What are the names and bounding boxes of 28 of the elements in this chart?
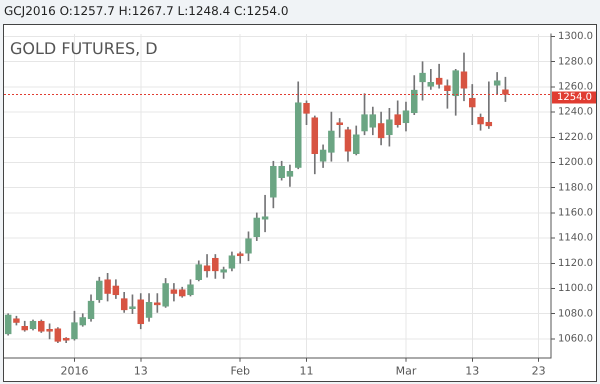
y-tick-label: 1140.0 [558, 232, 594, 244]
candlestick [262, 194, 268, 232]
y-tick-label: 1300.0 [558, 31, 594, 42]
x-tick-label: 11 [300, 364, 314, 378]
ref-line-label: 1254.0 [557, 92, 592, 104]
x-tick-label: 13 [465, 364, 480, 378]
x-tick-label: 13 [134, 364, 148, 378]
y-tick-label: 1260.0 [558, 82, 594, 93]
chart-subtitle: GCJ2016 O:1257.7 H:1267.7 L:1248.4 C:1254.0 [3, 3, 290, 20]
candlestick [419, 61, 426, 100]
y-tick-label: 1220.0 [558, 132, 594, 143]
y-tick-label: 1200.0 [558, 157, 594, 168]
x-tick-label: Mar [396, 364, 417, 378]
y-tick-label: 1060.0 [558, 333, 594, 344]
x-tick-label: Feb [230, 364, 250, 378]
candlestick [286, 164, 294, 187]
y-tick-label: 1180.0 [558, 182, 594, 194]
x-tick-label: 2016 [60, 364, 88, 378]
candlestick [204, 254, 210, 278]
candlestick [502, 76, 509, 102]
y-tick-label: 1080.0 [558, 308, 594, 320]
y-tick-label: 1240.0 [558, 106, 594, 118]
y-tick-label: 1280.0 [558, 56, 594, 68]
y-tick-label: 1120.0 [558, 258, 594, 269]
chart-title: GOLD FUTURES, D [10, 39, 158, 58]
y-tick-label: 1100.0 [558, 283, 594, 294]
x-tick-label: 23 [532, 364, 546, 378]
y-tick-label: 1160.0 [558, 208, 594, 219]
